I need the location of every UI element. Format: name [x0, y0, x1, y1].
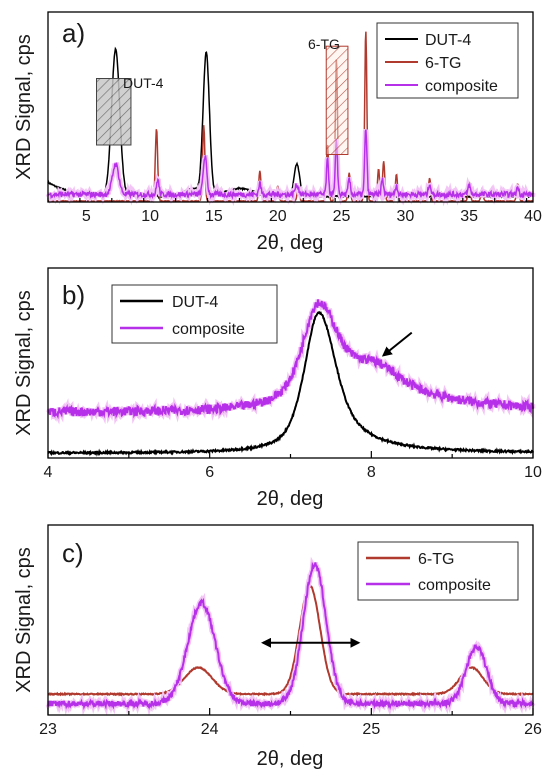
- series-line-composite-panel2: [47, 561, 534, 711]
- x-tick-label-26-panel2: 26: [524, 721, 542, 738]
- x-tick-label-4-panel1: 4: [44, 464, 53, 481]
- panel-a-annotation-dut4: DUT-4: [123, 75, 164, 91]
- panel-c-legend: 6-TG composite: [357, 541, 519, 601]
- x-tick-label-5-panel0: 5: [82, 208, 91, 225]
- panel-c-ylabel: XRD Signal, cps: [13, 547, 35, 693]
- panel-b-x-axis: 4 6 8 10: [44, 451, 542, 481]
- series-line-dut4-panel1: [47, 310, 534, 457]
- panel-c-legend-label-6tg: 6-TG: [418, 551, 454, 568]
- x-tick-label-10-panel1: 10: [524, 464, 542, 481]
- panel-a-legend-label-6tg: 6-TG: [425, 55, 461, 72]
- panel-b-xlabel: 2θ, deg: [257, 488, 324, 510]
- panel-a-annotation-6tg: 6-TG: [308, 36, 340, 52]
- highlight-region-6tg: [325, 45, 349, 156]
- panel-b-legend-label-composite: composite: [172, 321, 245, 338]
- panel-b-legend-box: [111, 284, 278, 344]
- series-line-6tg-panel0: [47, 31, 534, 203]
- panel-c-x-axis: 23 24 25 26: [39, 708, 542, 738]
- panel-a-legend-label-composite: composite: [425, 78, 498, 95]
- panel-a-xlabel: 2θ, deg: [257, 232, 324, 254]
- panel-b-ylabel: XRD Signal, cps: [13, 290, 35, 436]
- panel-b: b) DUT-4 composite 4 6 8 10 2θ, deg XRD Sig…: [13, 267, 542, 510]
- panel-a-legend-box: [376, 22, 519, 99]
- x-tick-label-8-panel1: 8: [367, 464, 376, 481]
- panel-a: a) DUT-4 6-TG DUT-4 6-TG composite 5 10 15…: [13, 11, 542, 254]
- panel-c-legend-box: [357, 541, 519, 601]
- shoulder-arrow: [381, 331, 413, 357]
- panel-b-legend-label-dut4: DUT-4: [172, 294, 218, 311]
- x-tick-label-24-panel2: 24: [201, 721, 219, 738]
- series-line-6tg-panel2: [47, 584, 534, 697]
- panel-a-x-axis: 5 10 15 20 25 30 35 40: [47, 198, 542, 225]
- panel-c-legend-label-composite: composite: [418, 577, 491, 594]
- x-tick-label-10-panel0: 10: [141, 208, 159, 225]
- panel-b-legend: DUT-4 composite: [111, 284, 278, 344]
- panel-a-label: a): [62, 18, 85, 48]
- x-tick-label-6-panel1: 6: [205, 464, 214, 481]
- panel-b-arrow: [381, 331, 413, 357]
- panel-c: c) 6-TG composite 23 24 25 26 2θ, deg XRD S…: [13, 524, 542, 770]
- panel-a-ylabel: XRD Signal, cps: [13, 34, 35, 180]
- panel-a-legend-label-dut4: DUT-4: [425, 32, 471, 49]
- highlight-region-dut4: [96, 78, 132, 146]
- panel-c-label: c): [62, 538, 84, 568]
- panel-b-label: b): [62, 280, 85, 310]
- series-line-composite-panel0: [47, 129, 534, 200]
- series-line-composite-panel1: [47, 299, 534, 420]
- x-tick-label-25-panel2: 25: [362, 721, 380, 738]
- x-tick-label-15-panel0: 15: [205, 208, 223, 225]
- x-tick-label-30-panel0: 30: [396, 208, 414, 225]
- panel-a-legend: DUT-4 6-TG composite: [376, 22, 519, 99]
- x-tick-label-25-panel0: 25: [333, 208, 351, 225]
- x-tick-label-35-panel0: 35: [460, 208, 478, 225]
- x-tick-label-40-panel0: 40: [524, 208, 542, 225]
- panel-c-xlabel: 2θ, deg: [257, 748, 324, 770]
- x-tick-label-20-panel0: 20: [269, 208, 287, 225]
- x-tick-label-23-panel2: 23: [39, 721, 57, 738]
- panel-a-frame: [47, 11, 534, 203]
